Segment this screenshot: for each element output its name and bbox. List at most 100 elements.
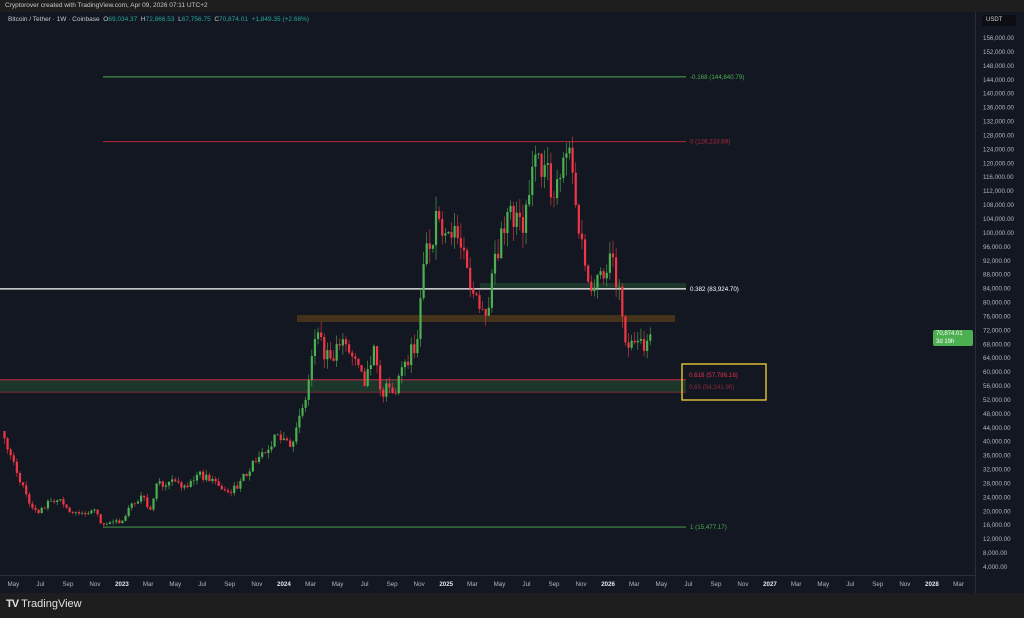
price-tick-label: 156,000.00	[983, 35, 1015, 42]
candle	[416, 330, 419, 358]
candle-body	[74, 512, 77, 513]
candle-body	[497, 253, 500, 259]
currency-selector[interactable]: USDT	[982, 15, 1016, 26]
price-tick-label: 44,000.00	[983, 425, 1011, 432]
candle-body	[360, 365, 363, 372]
chart-pane[interactable]	[0, 12, 1024, 593]
candle-body	[543, 165, 546, 177]
candle	[624, 315, 627, 346]
candle-body	[580, 233, 584, 240]
price-tick-label: 36,000.00	[983, 453, 1011, 460]
candle	[143, 495, 146, 501]
price-tick-label: 148,000.00	[983, 63, 1015, 70]
candle	[646, 334, 649, 359]
candle	[99, 513, 102, 525]
candle-body	[562, 157, 565, 178]
candle	[357, 357, 360, 369]
candle	[43, 506, 46, 510]
time-tick-label: Sep	[548, 581, 560, 588]
candle	[18, 471, 22, 486]
candle-body	[534, 154, 537, 167]
candle	[521, 204, 525, 249]
candle	[394, 387, 397, 396]
candle	[220, 483, 223, 491]
candle	[503, 216, 506, 245]
candle	[304, 396, 307, 412]
candle	[410, 337, 413, 373]
candle	[593, 279, 596, 297]
candle	[379, 359, 382, 396]
candle-body	[270, 446, 273, 450]
candle	[618, 279, 621, 301]
candle-body	[605, 272, 608, 279]
price-tick-label: 12,000.00	[983, 536, 1011, 543]
time-tick-label: Jul	[684, 581, 692, 588]
candle	[419, 288, 422, 347]
candle-body	[639, 338, 643, 341]
candle	[276, 433, 279, 436]
candle	[301, 403, 304, 419]
candle-body	[357, 358, 360, 366]
price-tick-label: 100,000.00	[983, 230, 1015, 237]
candle-body	[316, 332, 320, 340]
candle	[447, 231, 450, 235]
price-tick-label: 108,000.00	[983, 202, 1015, 209]
candle-body	[630, 340, 633, 348]
candle-body	[136, 501, 140, 504]
candle	[642, 330, 646, 357]
candle	[456, 214, 459, 245]
price-tick-label: 60,000.00	[983, 369, 1011, 376]
candle	[400, 361, 403, 384]
candle-body	[524, 204, 528, 233]
candle	[605, 264, 608, 287]
candle-body	[25, 485, 28, 495]
candle-body	[152, 498, 155, 510]
candle-body	[469, 267, 472, 289]
candle	[180, 480, 183, 492]
time-tick-label: Jul	[846, 581, 854, 588]
candle-body	[121, 520, 124, 524]
time-tick-label: 2028	[925, 581, 939, 588]
candle-body	[484, 308, 487, 316]
candle-body	[382, 389, 385, 397]
candle-body	[410, 344, 413, 366]
candle	[413, 334, 416, 359]
symbol-name[interactable]: Bitcoin / Tether · 1W · Coinbase	[8, 16, 100, 23]
candle-body	[406, 361, 410, 366]
candle	[133, 502, 136, 507]
candle-body	[487, 307, 490, 316]
candle	[571, 136, 574, 185]
time-tick-label: 2027	[763, 581, 777, 588]
price-tick-label: 152,000.00	[983, 49, 1015, 56]
tradingview-logo[interactable]: TV TradingView	[6, 598, 82, 610]
candle-body	[211, 478, 214, 482]
time-tick-label: Mar	[143, 581, 154, 588]
candle-body	[425, 243, 428, 265]
candle	[540, 153, 543, 188]
time-tick-label: Sep	[224, 581, 236, 588]
candle-body	[12, 455, 15, 462]
candle-body	[546, 163, 549, 166]
candle	[372, 344, 376, 367]
candle-body	[62, 499, 65, 505]
candle	[332, 350, 335, 362]
price-tick-label: 8,000.00	[983, 550, 1008, 557]
candle-body	[481, 308, 484, 310]
candle-body	[366, 369, 369, 387]
candle-body	[171, 479, 174, 482]
candle	[403, 359, 407, 376]
candle	[549, 152, 552, 206]
candle	[518, 199, 521, 231]
candle	[40, 506, 43, 514]
candle	[493, 240, 497, 285]
candle-body	[369, 365, 372, 370]
candle	[105, 522, 109, 525]
price-tick-label: 116,000.00	[983, 174, 1014, 181]
candle	[481, 301, 484, 311]
candle	[375, 345, 379, 374]
candle	[189, 479, 192, 488]
candle	[74, 511, 77, 516]
price-tick-label: 120,000.00	[983, 160, 1015, 167]
candle	[202, 469, 205, 483]
